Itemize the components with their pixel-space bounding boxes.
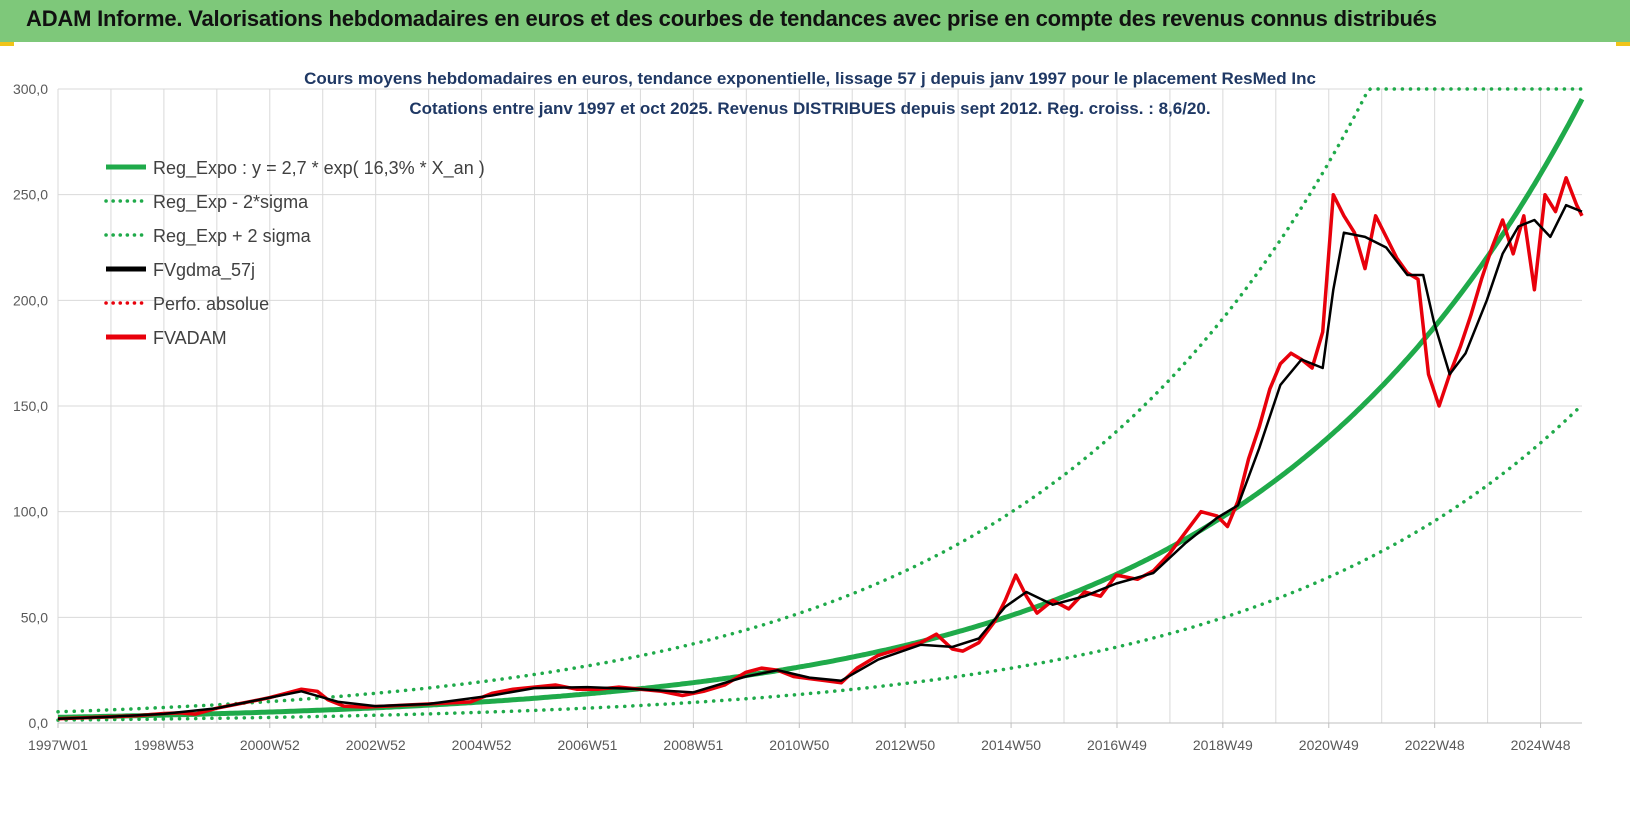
y-tick-label: 100,0 — [13, 504, 48, 520]
y-axis-ticks: 0,0 50,0 100,0 150,0 200,0 250,0 300,0 — [13, 81, 48, 731]
chart-title: Cours moyens hebdomadaires en euros, ten… — [304, 69, 1316, 88]
x-tick-label: 1998W53 — [134, 737, 194, 753]
x-tick-label: 2022W48 — [1405, 737, 1465, 753]
corner-marker-right — [1616, 42, 1630, 46]
x-tick-label: 2000W52 — [240, 737, 300, 753]
legend-item: FVADAM — [106, 328, 227, 348]
x-tick-label: 2008W51 — [663, 737, 723, 753]
x-tick-label: 2002W52 — [346, 737, 406, 753]
legend-label: FVADAM — [153, 328, 227, 348]
y-tick-label: 250,0 — [13, 187, 48, 203]
series-reg-exp-minus-2-sigma — [56, 403, 1584, 722]
x-axis-ticks: 1997W01 1998W53 2000W52 2002W52 2004W52 2006W… — [28, 723, 1571, 753]
x-tick-label: 2024W48 — [1511, 737, 1571, 753]
legend-item: Reg_Exp + 2 sigma — [104, 226, 312, 247]
chart-subtitle: Cotations entre janv 1997 et oct 2025. R… — [409, 99, 1210, 118]
corner-marker-left — [0, 42, 14, 46]
chart: 0,0 50,0 100,0 150,0 200,0 250,0 300,0 1997W01… — [13, 69, 1585, 753]
y-tick-label: 50,0 — [21, 609, 48, 625]
grid — [57, 88, 1582, 724]
legend-label: Reg_Exp - 2*sigma — [153, 192, 309, 213]
banner: ADAM Informe. Valorisations hebdomadaire… — [0, 0, 1630, 42]
plot-area — [56, 87, 1585, 722]
legend-label: Reg_Exp + 2 sigma — [153, 226, 312, 247]
x-tick-label: 2014W50 — [981, 737, 1041, 753]
legend-label: FVgdma_57j — [153, 260, 255, 281]
legend-item: Reg_Exp - 2*sigma — [104, 192, 309, 213]
x-tick-label: 2018W49 — [1193, 737, 1253, 753]
legend-item: Perfo. absolue — [104, 294, 269, 314]
x-tick-label: 2006W51 — [558, 737, 618, 753]
series-reg-expo — [57, 97, 1585, 720]
series-fvadam — [57, 176, 1584, 721]
x-tick-label: 2010W50 — [769, 737, 829, 753]
x-tick-label: 2004W52 — [452, 737, 512, 753]
x-tick-label: 2012W50 — [875, 737, 935, 753]
y-tick-label: 0,0 — [29, 715, 49, 731]
legend-label: Reg_Expo : y = 2,7 * exp( 16,3% * X_an ) — [153, 158, 485, 179]
y-tick-label: 200,0 — [13, 292, 48, 308]
series-fvgdma-57j — [57, 203, 1583, 721]
legend-item: Reg_Expo : y = 2,7 * exp( 16,3% * X_an ) — [106, 158, 485, 179]
x-tick-label: 2020W49 — [1299, 737, 1359, 753]
y-tick-label: 300,0 — [13, 81, 48, 97]
y-tick-label: 150,0 — [13, 398, 48, 414]
legend-label: Perfo. absolue — [153, 294, 269, 314]
x-tick-label: 2016W49 — [1087, 737, 1147, 753]
series-reg-exp-plus-2-sigma — [56, 87, 1584, 714]
x-tick-label: 1997W01 — [28, 737, 88, 753]
legend: Reg_Expo : y = 2,7 * exp( 16,3% * X_an )… — [104, 158, 485, 348]
banner-title: ADAM Informe. Valorisations hebdomadaire… — [26, 6, 1437, 31]
legend-item: FVgdma_57j — [106, 260, 255, 281]
